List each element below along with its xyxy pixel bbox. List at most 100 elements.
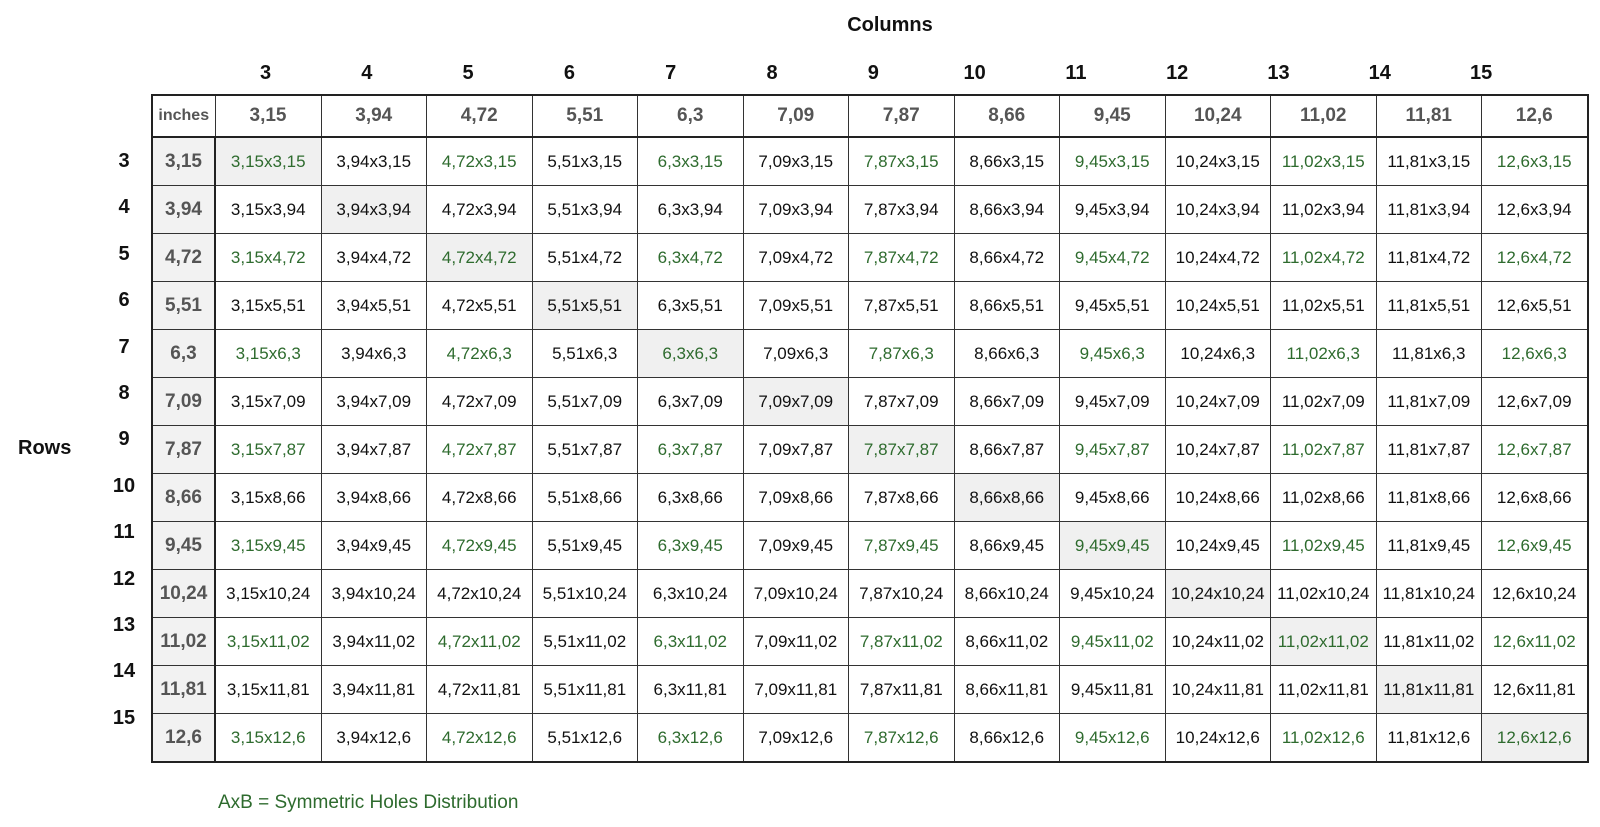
size-cell: 9,45x3,15: [1059, 136, 1166, 186]
size-cell: 3,94x5,51: [320, 281, 427, 330]
size-cell: 4,72x11,81: [426, 665, 533, 714]
rows-title: Rows: [18, 437, 72, 459]
size-cell: 3,15x9,45: [214, 521, 322, 570]
size-cell: 12,6x8,66: [1481, 473, 1588, 522]
column-inch-value: 3,94: [320, 94, 427, 138]
row-number: 3: [118, 150, 130, 172]
row-inch-value: 4,72: [151, 233, 216, 282]
size-cell: 7,09x7,09: [742, 377, 849, 426]
size-cell: 7,09x11,81: [742, 665, 849, 714]
size-cell: 11,81x9,45: [1375, 521, 1482, 570]
size-cell: 11,02x7,87: [1270, 425, 1377, 474]
row-number: 12: [112, 567, 136, 590]
size-cell: 4,72x8,66: [426, 473, 533, 522]
size-cell: 12,6x3,94: [1481, 185, 1588, 234]
size-cell: 7,87x11,81: [848, 665, 955, 714]
size-cell: 9,45x11,81: [1059, 665, 1166, 714]
size-cell: 10,24x12,6: [1164, 713, 1271, 763]
columns-title: Columns: [847, 14, 933, 36]
size-cell: 11,02x9,45: [1270, 521, 1377, 570]
row-inch-value: 7,87: [151, 425, 216, 474]
column-number: 14: [1368, 62, 1391, 84]
size-cell: 10,24x7,87: [1164, 425, 1271, 474]
size-cell: 6,3x9,45: [637, 521, 744, 570]
size-cell: 9,45x4,72: [1059, 233, 1166, 282]
size-cell: 5,51x8,66: [531, 473, 638, 522]
size-grid: inches 3,15 3,94 4,72 5,51 6,3 7,09 7,87 8,66 9,…: [151, 94, 1589, 763]
table-row: 3,94 3,15x3,94 3,94x3,94 4,72x3,94 5,51x3,94…: [151, 185, 1588, 234]
size-cell: 9,45x3,94: [1059, 185, 1166, 234]
size-cell: 8,66x7,87: [953, 425, 1060, 474]
size-cell: 8,66x11,02: [953, 617, 1060, 666]
row-inch-value: 5,51: [151, 281, 216, 330]
size-cell: 4,72x3,94: [426, 185, 533, 234]
size-cell: 5,51x3,15: [531, 136, 638, 186]
size-cell: 3,94x10,24: [320, 569, 427, 618]
size-cell: 5,51x6,3: [531, 329, 638, 378]
size-cell: 11,81x12,6: [1375, 713, 1482, 763]
size-cell: 7,09x8,66: [742, 473, 849, 522]
row-inch-value: 11,81: [151, 665, 216, 714]
size-cell: 12,6x3,15: [1481, 136, 1588, 186]
size-cell: 12,6x10,24: [1481, 569, 1588, 618]
row-number: 10: [112, 474, 136, 497]
size-cell: 7,87x4,72: [848, 233, 955, 282]
column-number: 5: [462, 62, 474, 84]
column-number: 13: [1267, 62, 1290, 84]
row-number: 5: [118, 242, 130, 265]
size-cell: 7,09x7,87: [742, 425, 849, 474]
inch-header-row: inches 3,15 3,94 4,72 5,51 6,3 7,09 7,87 8,66 9,…: [151, 94, 1588, 138]
size-cell: 4,72x4,72: [426, 233, 533, 282]
size-cell: 3,94x6,3: [320, 329, 427, 378]
size-cell: 6,3x3,94: [637, 185, 744, 234]
size-cell: 3,94x11,81: [320, 665, 427, 714]
size-cell: 6,3x12,6: [637, 713, 744, 763]
size-cell: 5,51x3,94: [531, 185, 638, 234]
size-cell: 3,15x12,6: [214, 713, 322, 763]
size-cell: 6,3x10,24: [637, 569, 744, 618]
table-row: 3,15 3,15x3,15 3,94x3,15 4,72x3,15 5,51x3,15…: [151, 136, 1588, 186]
size-cell: 3,94x3,94: [320, 185, 427, 234]
size-cell: 9,45x11,02: [1059, 617, 1166, 666]
table-row: 11,02 3,15x11,02 3,94x11,02 4,72x11,02 5,51x…: [151, 617, 1588, 666]
size-cell: 7,09x9,45: [742, 521, 849, 570]
size-cell: 7,87x10,24: [848, 569, 955, 618]
size-cell: 7,87x6,3: [848, 329, 955, 378]
size-cell: 9,45x10,24: [1059, 569, 1166, 618]
row-inch-value: 12,6: [151, 713, 216, 763]
size-cell: 4,72x11,02: [426, 617, 533, 666]
size-cell: 5,51x12,6: [531, 713, 638, 763]
column-inch-value: 7,87: [848, 94, 955, 138]
size-cell: 11,02x5,51: [1270, 281, 1377, 330]
size-cell: 11,81x5,51: [1375, 281, 1482, 330]
row-number: 15: [112, 706, 136, 729]
table-row: 12,6 3,15x12,6 3,94x12,6 4,72x12,6 5,51x12,6…: [151, 713, 1588, 763]
row-inch-value: 9,45: [151, 521, 216, 570]
table-row: 8,66 3,15x8,66 3,94x8,66 4,72x8,66 5,51x8,66…: [151, 473, 1588, 522]
size-cell: 11,81x10,24: [1375, 569, 1482, 618]
size-cell: 10,24x3,94: [1164, 185, 1271, 234]
size-cell: 9,45x7,09: [1059, 377, 1166, 426]
column-number: 4: [361, 62, 373, 84]
column-inch-value: 8,66: [953, 94, 1060, 138]
size-cell: 5,51x4,72: [531, 233, 638, 282]
size-cell: 7,87x3,94: [848, 185, 955, 234]
column-number: 9: [867, 62, 879, 84]
column-number: 10: [963, 62, 986, 84]
size-cell: 5,51x7,87: [531, 425, 638, 474]
size-cell: 3,15x5,51: [214, 281, 322, 330]
size-cell: 9,45x5,51: [1059, 281, 1166, 330]
table-row: 7,87 3,15x7,87 3,94x7,87 4,72x7,87 5,51x7,87…: [151, 425, 1588, 474]
size-cell: 8,66x8,66: [953, 473, 1060, 522]
size-cell: 12,6x12,6: [1481, 713, 1588, 763]
size-cell: 7,87x7,87: [848, 425, 955, 474]
size-cell: 7,87x11,02: [848, 617, 955, 666]
column-number: 6: [563, 62, 575, 84]
size-cell: 11,81x11,81: [1375, 665, 1482, 714]
size-cell: 9,45x6,3: [1059, 329, 1166, 378]
table-row: 5,51 3,15x5,51 3,94x5,51 4,72x5,51 5,51x5,51…: [151, 281, 1588, 330]
size-cell: 12,6x4,72: [1481, 233, 1588, 282]
size-cell: 6,3x11,81: [637, 665, 744, 714]
size-cell: 3,15x10,24: [214, 569, 322, 618]
size-cell: 11,81x4,72: [1375, 233, 1482, 282]
